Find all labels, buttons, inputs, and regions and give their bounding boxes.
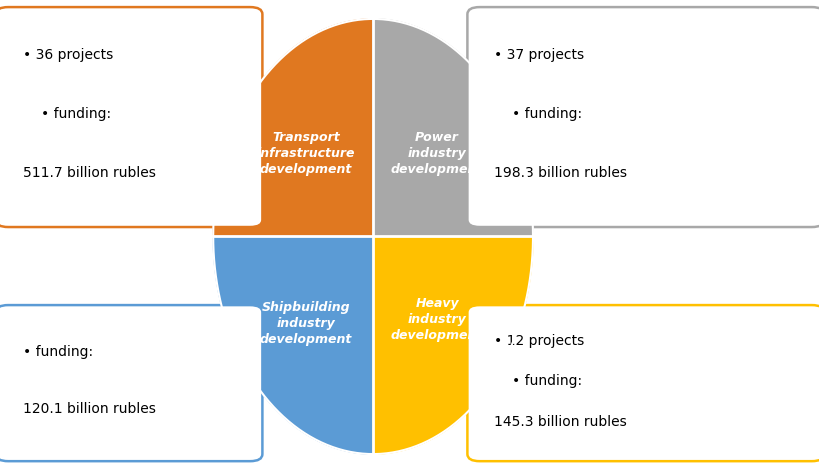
Text: • 37 projects: • 37 projects: [494, 48, 584, 62]
Text: Power
industry
development: Power industry development: [391, 131, 482, 176]
Text: • 12 projects: • 12 projects: [494, 333, 584, 348]
Text: • funding:: • funding:: [23, 345, 93, 359]
Text: 511.7 billion rubles: 511.7 billion rubles: [23, 166, 156, 180]
Text: 198.3 billion rubles: 198.3 billion rubles: [494, 166, 627, 180]
Text: • funding:: • funding:: [512, 107, 582, 121]
Text: • 36 projects: • 36 projects: [23, 48, 113, 62]
Text: • funding:: • funding:: [512, 374, 582, 388]
FancyBboxPatch shape: [0, 7, 262, 227]
FancyBboxPatch shape: [0, 305, 262, 461]
Text: • funding:: • funding:: [41, 107, 111, 121]
FancyBboxPatch shape: [467, 7, 819, 227]
Polygon shape: [373, 19, 532, 236]
Polygon shape: [213, 236, 373, 454]
FancyBboxPatch shape: [467, 305, 819, 461]
Text: Transport
infrastructure
development: Transport infrastructure development: [256, 131, 355, 176]
Polygon shape: [373, 236, 532, 454]
Text: 145.3 billion rubles: 145.3 billion rubles: [494, 415, 627, 429]
Text: Shipbuilding
industry
development: Shipbuilding industry development: [260, 301, 351, 346]
Text: Heavy
industry
development: Heavy industry development: [391, 297, 482, 342]
Polygon shape: [213, 19, 373, 236]
Text: 120.1 billion rubles: 120.1 billion rubles: [23, 402, 156, 416]
